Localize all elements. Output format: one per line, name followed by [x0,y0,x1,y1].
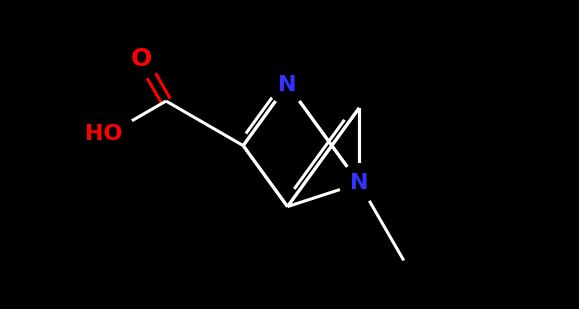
Circle shape [122,39,161,78]
Circle shape [340,164,379,203]
Circle shape [268,65,307,104]
Circle shape [82,108,135,161]
Text: N: N [350,173,368,193]
Text: N: N [278,74,297,95]
Text: O: O [131,47,152,71]
Text: HO: HO [85,125,123,145]
